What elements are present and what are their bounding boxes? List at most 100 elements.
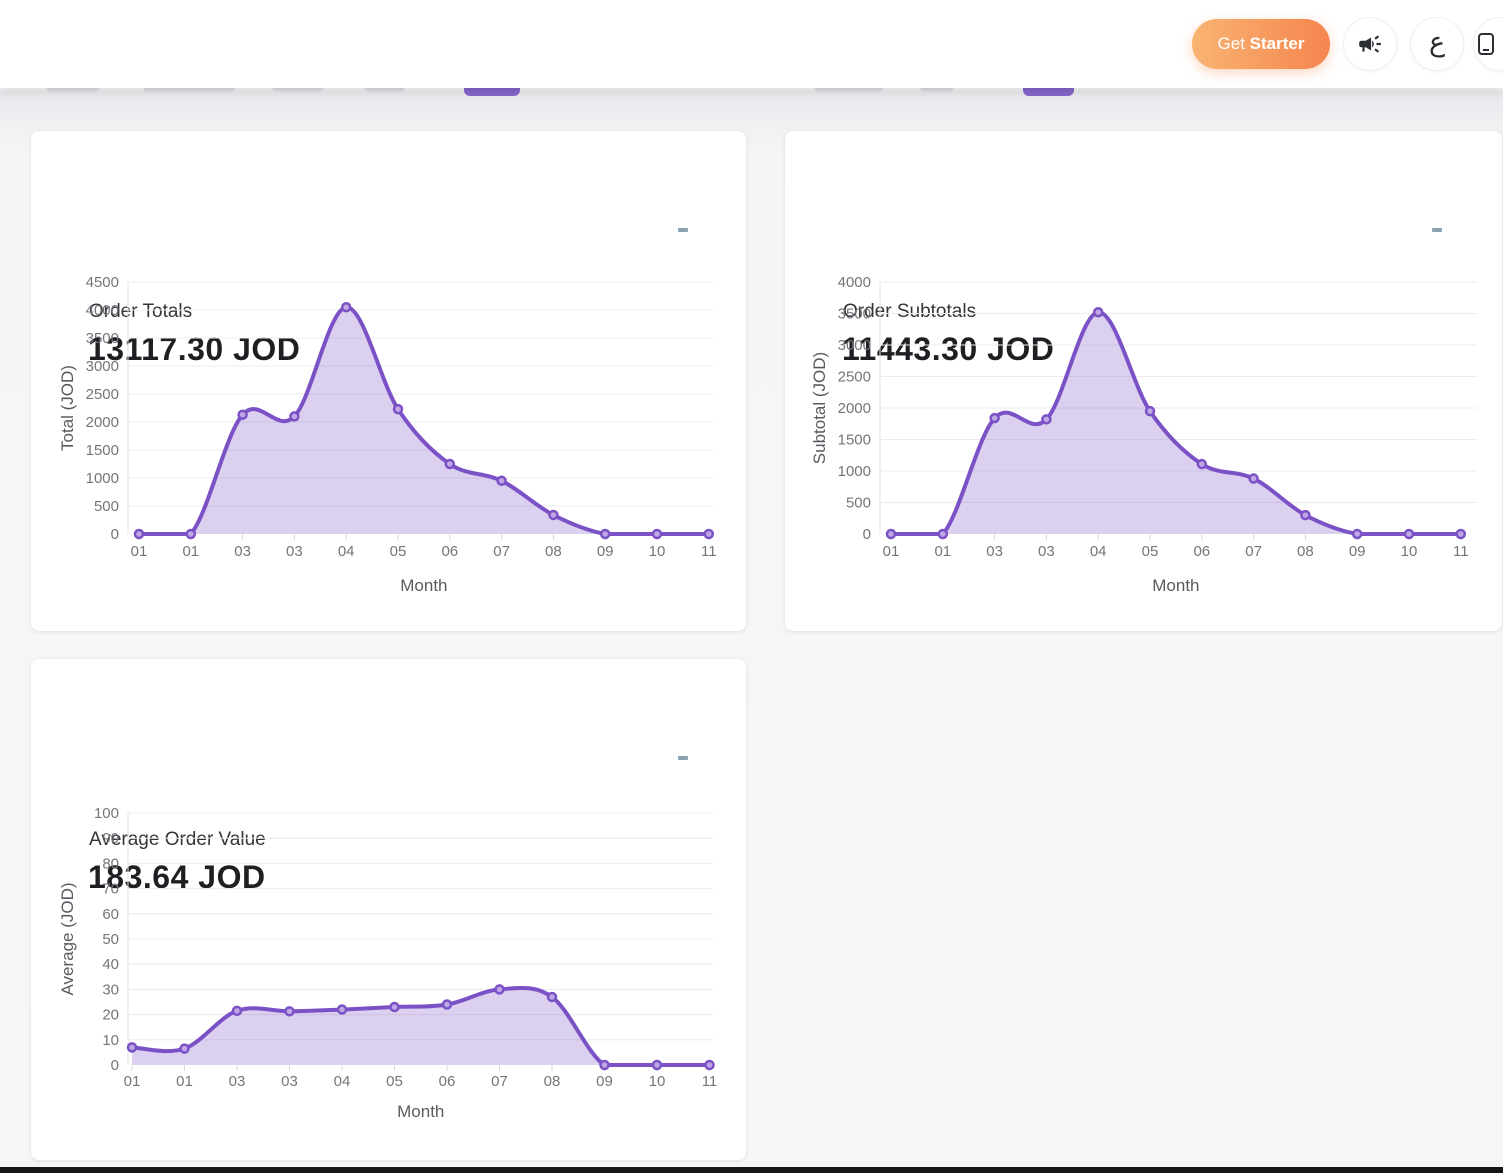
svg-text:Average (JOD): Average (JOD) — [58, 882, 77, 995]
svg-text:01: 01 — [176, 1073, 193, 1090]
svg-text:01: 01 — [883, 543, 900, 560]
svg-text:1000: 1000 — [838, 463, 871, 480]
svg-text:09: 09 — [597, 543, 614, 560]
svg-text:06: 06 — [1193, 543, 1210, 560]
svg-text:01: 01 — [131, 543, 148, 560]
svg-text:3500: 3500 — [86, 330, 119, 347]
svg-text:1500: 1500 — [86, 442, 119, 459]
language-button[interactable]: ع — [1410, 17, 1464, 71]
svg-text:90: 90 — [102, 830, 119, 847]
cta-label-bold: Starter — [1249, 34, 1305, 53]
svg-text:3000: 3000 — [86, 358, 119, 375]
svg-text:1000: 1000 — [86, 470, 119, 487]
svg-text:0: 0 — [111, 1057, 119, 1074]
svg-text:09: 09 — [1349, 543, 1366, 560]
partial-chip[interactable] — [46, 85, 100, 92]
svg-text:11: 11 — [702, 1073, 718, 1090]
cta-label-regular: Get — [1217, 34, 1245, 53]
partial-chip[interactable] — [143, 85, 235, 92]
partial-chip[interactable] — [814, 85, 883, 92]
partial-chip[interactable] — [364, 85, 405, 92]
order-totals-chart[interactable]: 0 500 1000 1500 2000 2500 3000 3500 4000 4500 01 01… — [31, 261, 746, 606]
svg-text:01: 01 — [182, 543, 199, 560]
svg-text:03: 03 — [229, 1073, 246, 1090]
svg-text:30: 30 — [102, 981, 119, 998]
svg-text:07: 07 — [1245, 543, 1262, 560]
svg-text:0: 0 — [111, 526, 119, 543]
svg-text:10: 10 — [649, 1073, 666, 1090]
svg-text:03: 03 — [1038, 543, 1055, 560]
svg-text:03: 03 — [986, 543, 1003, 560]
card-title: Order Subtotals — [843, 301, 977, 322]
svg-text:03: 03 — [234, 543, 251, 560]
svg-text:3500: 3500 — [838, 306, 871, 323]
svg-text:50: 50 — [102, 931, 119, 948]
partial-chip[interactable] — [920, 85, 954, 92]
svg-text:08: 08 — [544, 1073, 561, 1090]
bottom-bar — [0, 1167, 1503, 1173]
svg-text:10: 10 — [1401, 543, 1418, 560]
svg-text:0: 0 — [863, 526, 871, 543]
svg-text:Month: Month — [1152, 576, 1199, 595]
order-totals-card: Order Totals 13117.30 JOD 0 500 1000 1500 20… — [31, 131, 746, 631]
svg-text:05: 05 — [1142, 543, 1159, 560]
svg-text:06: 06 — [441, 543, 458, 560]
svg-text:2000: 2000 — [838, 400, 871, 417]
svg-text:Total (JOD): Total (JOD) — [58, 365, 77, 451]
svg-text:10: 10 — [102, 1032, 119, 1049]
card-title: Order Totals — [89, 301, 193, 322]
partial-chip[interactable] — [272, 85, 324, 92]
svg-text:08: 08 — [1297, 543, 1314, 560]
minimize-icon[interactable] — [678, 228, 688, 232]
svg-text:Month: Month — [400, 576, 447, 595]
minimize-icon[interactable] — [1432, 228, 1442, 232]
svg-text:01: 01 — [124, 1073, 141, 1090]
svg-text:04: 04 — [334, 1073, 351, 1090]
svg-text:01: 01 — [934, 543, 951, 560]
svg-text:03: 03 — [286, 543, 303, 560]
svg-text:60: 60 — [102, 906, 119, 923]
svg-text:4000: 4000 — [838, 274, 871, 291]
svg-text:Subtotal (JOD): Subtotal (JOD) — [810, 352, 829, 464]
svg-text:2500: 2500 — [838, 369, 871, 386]
svg-text:08: 08 — [545, 543, 562, 560]
card-value: 13117.30 JOD — [88, 331, 301, 367]
order-subtotals-card: Order Subtotals 11443.30 JOD 0 500 1000 150… — [785, 131, 1502, 631]
svg-text:07: 07 — [493, 543, 510, 560]
svg-text:10: 10 — [649, 543, 666, 560]
average-order-value-chart[interactable]: 0 10 20 30 40 50 60 70 80 90 100 01 01 03 03 04 05 06 07 08… — [31, 799, 746, 1144]
megaphone-icon — [1357, 31, 1383, 57]
partial-chip-active[interactable] — [464, 85, 520, 96]
card-value: 11443.30 JOD — [842, 331, 1055, 367]
svg-text:500: 500 — [94, 498, 119, 515]
svg-text:4000: 4000 — [86, 302, 119, 319]
svg-text:11: 11 — [1453, 543, 1469, 560]
svg-text:07: 07 — [491, 1073, 508, 1090]
svg-text:04: 04 — [1090, 543, 1107, 560]
svg-text:100: 100 — [94, 805, 119, 822]
svg-text:05: 05 — [386, 1073, 403, 1090]
svg-text:80: 80 — [102, 855, 119, 872]
svg-text:500: 500 — [846, 495, 871, 512]
svg-text:03: 03 — [281, 1073, 298, 1090]
svg-text:1500: 1500 — [838, 432, 871, 449]
order-subtotals-chart[interactable]: 0 500 1000 1500 2000 2500 3000 3500 4000 01 01 03 03… — [785, 261, 1502, 606]
minimize-icon[interactable] — [678, 756, 688, 760]
svg-text:06: 06 — [439, 1073, 456, 1090]
svg-text:20: 20 — [102, 1007, 119, 1024]
svg-text:Month: Month — [397, 1102, 444, 1121]
svg-text:11: 11 — [701, 543, 717, 560]
announcements-button[interactable] — [1343, 17, 1397, 71]
partial-chip-active[interactable] — [1023, 85, 1074, 96]
partial-button[interactable] — [1473, 17, 1503, 71]
svg-text:2000: 2000 — [86, 414, 119, 431]
svg-text:4500: 4500 — [86, 274, 119, 291]
card-title: Average Order Value — [89, 829, 266, 850]
svg-text:3000: 3000 — [838, 337, 871, 354]
get-started-button[interactable]: Get Starter — [1192, 19, 1330, 69]
svg-text:09: 09 — [596, 1073, 613, 1090]
svg-text:05: 05 — [390, 543, 407, 560]
svg-text:70: 70 — [102, 881, 119, 898]
svg-text:2500: 2500 — [86, 386, 119, 403]
